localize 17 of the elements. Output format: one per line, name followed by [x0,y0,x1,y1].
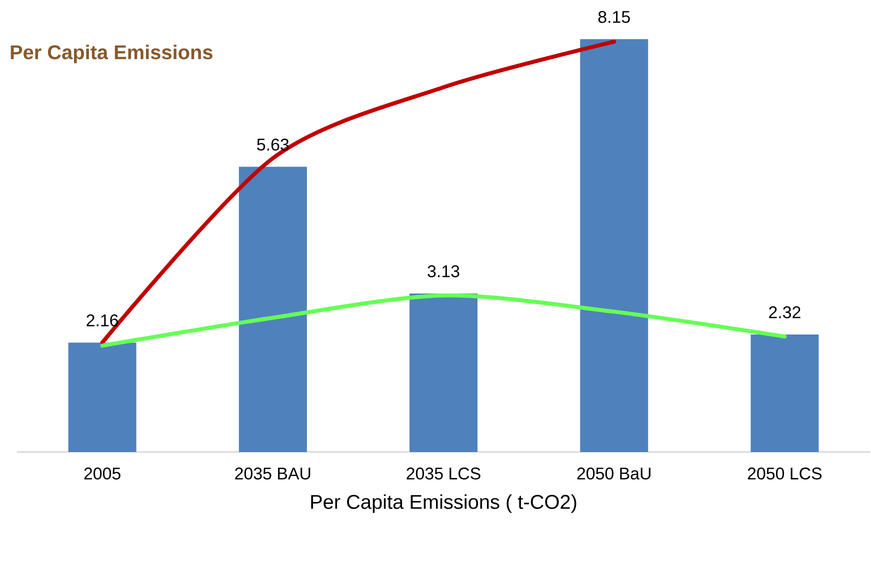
bar [750,334,819,452]
x-tick-label: 2035 BAU [235,468,310,480]
x-tick-label: 2050 LCS [748,468,822,480]
data-label: 2.16 [86,314,118,326]
data-label: 2.32 [769,306,800,318]
bar [580,39,648,452]
x-tick-label: 2005 [84,468,120,480]
x-tick-label: 2035 LCS [406,468,480,480]
bar [238,166,307,452]
chart-title: Per Capita Emissions [10,44,212,64]
x-axis-title: Per Capita Emissions ( t-CO2) [311,494,576,513]
data-label: 8.15 [598,10,630,23]
bar [410,293,478,452]
data-label: 5.63 [257,138,289,151]
data-label: 3.13 [428,265,460,278]
bar [68,342,136,452]
x-tick-label: 2050 BaU [577,468,650,480]
